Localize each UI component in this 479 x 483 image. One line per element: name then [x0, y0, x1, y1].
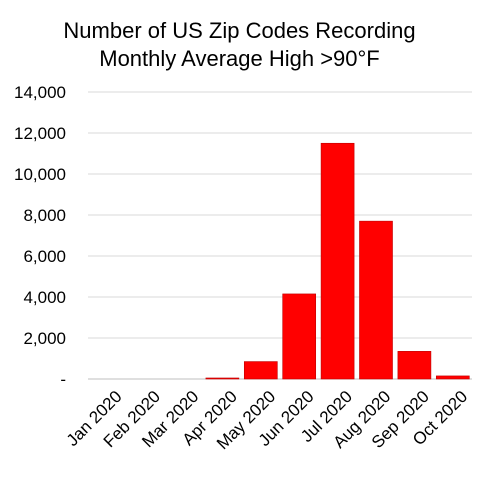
y-tick-label: 6,000: [23, 247, 66, 266]
y-axis-ticks: - 2,000 4,000 6,000 8,000 10,000 12,000 14,000: [14, 83, 66, 389]
gridlines: [88, 91, 472, 380]
chart-title-line-1: Number of US Zip Codes Recording: [63, 18, 415, 43]
chart-title-line-2: Monthly Average High >90°F: [99, 46, 380, 71]
bar: [359, 220, 393, 380]
bars: [205, 142, 470, 380]
y-tick-label: 12,000: [14, 124, 66, 143]
y-tick-label: 4,000: [23, 288, 66, 307]
bar: [243, 361, 278, 380]
y-tick-label: 14,000: [14, 83, 66, 102]
y-tick-label: 10,000: [14, 165, 66, 184]
bar: [397, 351, 432, 380]
y-tick-label: 8,000: [23, 206, 66, 225]
bar: [320, 142, 355, 380]
y-tick-label: 2,000: [23, 329, 66, 348]
bar: [435, 375, 470, 380]
bar: [205, 377, 240, 380]
y-tick-label: -: [60, 370, 66, 389]
bar: [282, 293, 317, 380]
